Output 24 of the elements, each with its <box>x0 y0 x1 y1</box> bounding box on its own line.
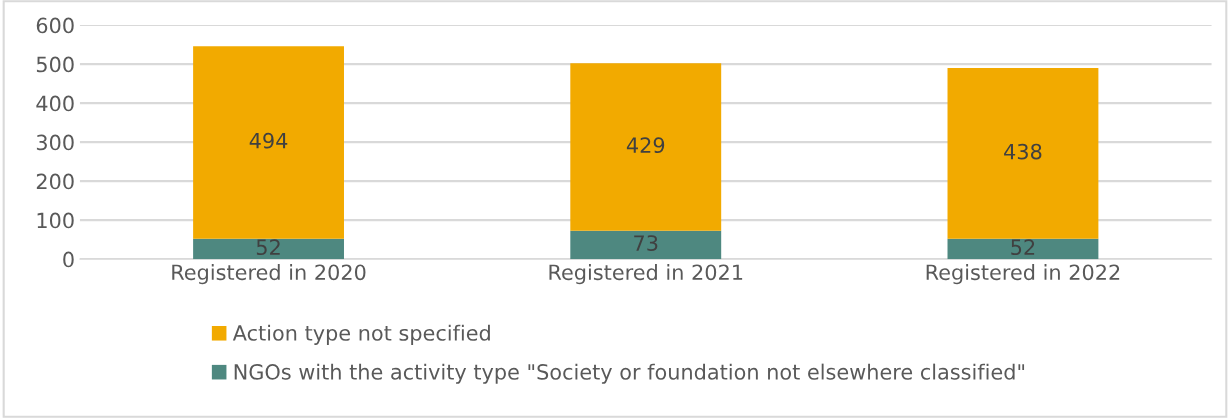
data-label: 494 <box>249 132 288 149</box>
x-tick-label: Registered in 2021 <box>549 264 743 285</box>
data-label: 52 <box>256 239 280 256</box>
bar <box>947 238 1099 260</box>
data-label: 438 <box>1004 143 1042 160</box>
y-tick-label: 100 <box>37 212 74 229</box>
data-label: 429 <box>626 137 665 154</box>
bar <box>570 63 722 231</box>
data-label: 52 <box>1011 239 1035 256</box>
legend-label: Action type not specified <box>232 324 490 345</box>
y-tick-label: 600 <box>36 17 74 34</box>
bar <box>570 230 722 260</box>
y-tick-label: 400 <box>36 95 74 112</box>
y-tick-label: 200 <box>36 173 74 190</box>
bar <box>193 46 344 239</box>
bar <box>947 67 1099 239</box>
data-label: 73 <box>634 235 658 251</box>
y-tick-label: 300 <box>36 134 74 151</box>
x-tick-label: Registered in 2022 <box>926 264 1120 285</box>
bar <box>193 238 344 260</box>
y-tick-label: 0 <box>63 251 74 268</box>
legend-label: NGOs with the activity type "Society or foundation not elsewhere classified" <box>234 363 1025 384</box>
x-tick-label: Registered in 2020 <box>172 264 366 285</box>
y-tick-label: 500 <box>36 56 74 73</box>
